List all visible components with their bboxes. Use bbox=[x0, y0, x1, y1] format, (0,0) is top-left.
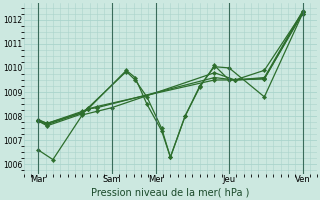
X-axis label: Pression niveau de la mer( hPa ): Pression niveau de la mer( hPa ) bbox=[91, 187, 250, 197]
